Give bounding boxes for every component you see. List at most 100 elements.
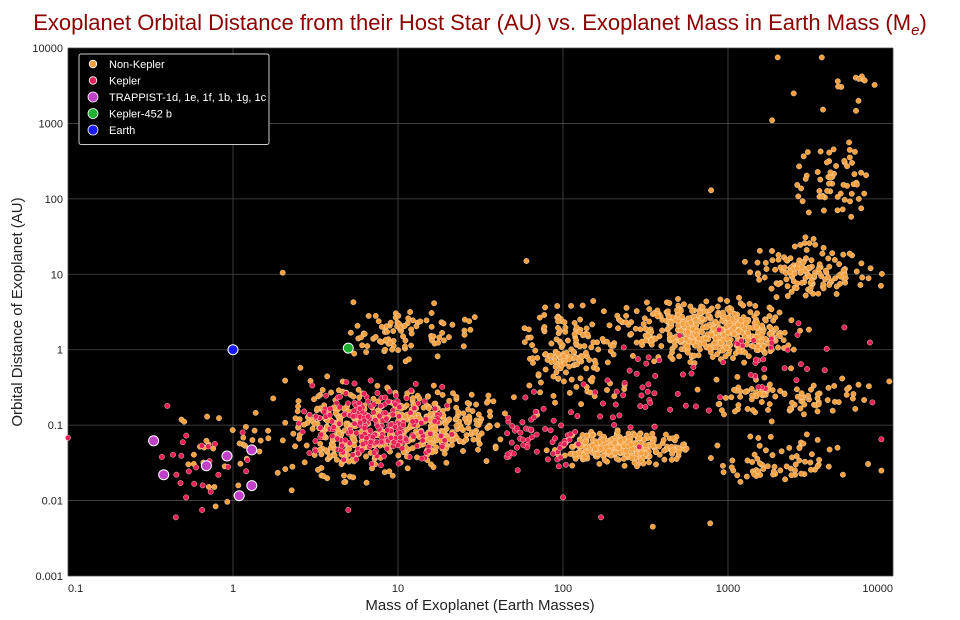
data-point <box>604 338 610 345</box>
data-point <box>207 488 214 495</box>
data-point <box>611 422 617 428</box>
data-point <box>761 274 768 281</box>
data-point <box>397 434 404 441</box>
data-point <box>809 451 815 458</box>
data-point <box>251 427 258 434</box>
data-point <box>824 187 830 194</box>
data-point <box>684 349 691 356</box>
data-point <box>592 389 598 396</box>
data-point <box>764 463 771 470</box>
data-point <box>754 259 761 266</box>
legend-marker <box>87 91 99 103</box>
data-point <box>370 409 377 416</box>
data-point <box>574 413 581 419</box>
data-point <box>439 383 446 390</box>
data-point <box>485 392 492 399</box>
legend-entry: Kepler-452 b <box>109 109 172 121</box>
data-point <box>749 459 755 465</box>
data-point <box>795 193 802 200</box>
data-point <box>705 407 712 414</box>
data-point <box>583 432 590 439</box>
data-point <box>509 423 516 429</box>
data-point <box>508 439 515 446</box>
data-point <box>815 266 822 272</box>
data-point <box>387 339 393 346</box>
legend-marker <box>87 124 99 136</box>
y-tick-label: 100 <box>45 194 63 206</box>
data-point <box>382 346 388 353</box>
data-point <box>817 148 824 155</box>
data-point <box>494 422 501 429</box>
data-point <box>683 445 690 452</box>
data-point <box>329 433 336 440</box>
data-point <box>580 381 587 388</box>
data-point <box>598 445 605 452</box>
data-point <box>782 476 788 483</box>
data-point <box>483 399 490 406</box>
data-point <box>847 198 853 205</box>
data-point <box>396 404 403 411</box>
data-point <box>651 423 658 430</box>
data-point <box>633 308 640 314</box>
data-point <box>829 407 836 414</box>
data-point <box>235 482 242 489</box>
data-point <box>233 490 245 502</box>
data-point <box>346 445 352 452</box>
data-point <box>467 326 474 333</box>
data-point <box>637 431 643 437</box>
data-point <box>345 507 352 513</box>
data-point <box>610 414 616 421</box>
data-point <box>836 261 842 267</box>
data-point <box>846 146 853 153</box>
data-point <box>693 403 699 410</box>
data-point <box>472 429 478 436</box>
data-point <box>645 332 651 339</box>
data-point <box>861 190 868 197</box>
data-point <box>769 117 775 124</box>
data-point <box>324 373 331 380</box>
data-point <box>673 456 680 462</box>
data-point <box>458 425 465 432</box>
data-point <box>596 430 603 437</box>
y-tick-label: 10 <box>51 269 63 281</box>
data-point <box>464 400 471 406</box>
data-point <box>854 181 860 188</box>
data-point <box>798 185 804 192</box>
data-point <box>372 312 379 319</box>
data-point <box>855 97 862 104</box>
data-point <box>224 498 231 505</box>
data-point <box>405 356 412 363</box>
data-point <box>279 269 286 276</box>
data-point <box>181 418 188 425</box>
data-point <box>637 403 644 409</box>
data-point <box>878 282 884 289</box>
data-point <box>628 331 634 337</box>
data-point <box>290 430 297 437</box>
data-point <box>786 444 793 451</box>
data-point <box>689 308 695 314</box>
data-point <box>377 403 384 409</box>
data-point <box>566 389 573 396</box>
data-point <box>319 387 326 393</box>
data-point <box>565 337 571 344</box>
data-point <box>374 382 381 389</box>
data-point <box>841 157 848 164</box>
data-point <box>449 321 456 328</box>
data-point <box>490 398 497 405</box>
data-point <box>378 434 385 441</box>
data-point <box>815 290 822 297</box>
data-point <box>749 392 755 399</box>
data-point <box>752 356 759 363</box>
data-point <box>555 463 562 470</box>
data-point <box>792 461 799 468</box>
data-point <box>807 459 814 466</box>
legend-entry: Kepler <box>109 76 141 88</box>
data-point <box>497 436 504 443</box>
data-point <box>504 451 511 458</box>
data-point <box>652 372 659 379</box>
data-point <box>792 467 798 474</box>
data-point <box>685 329 691 336</box>
data-point <box>742 258 748 265</box>
data-point <box>784 283 791 290</box>
data-point <box>613 455 620 462</box>
